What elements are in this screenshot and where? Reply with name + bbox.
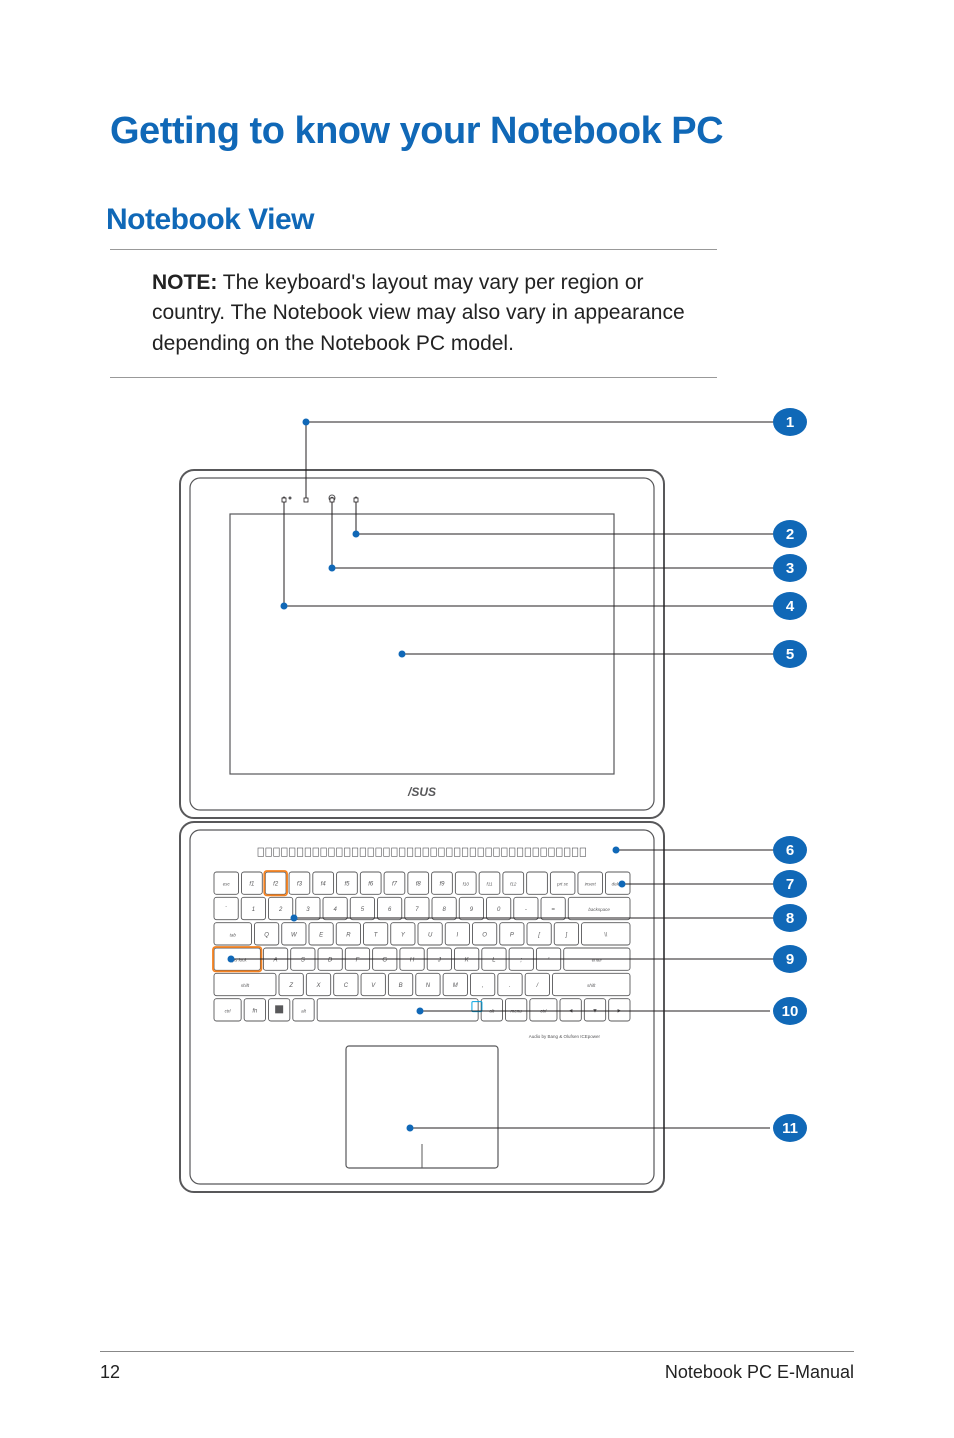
- svg-text:]: ]: [565, 933, 568, 939]
- svg-text:Z: Z: [288, 983, 293, 989]
- svg-text:C: C: [344, 983, 349, 989]
- svg-text:shift: shift: [241, 983, 250, 988]
- svg-text:2: 2: [278, 907, 283, 913]
- svg-text:f1: f1: [249, 882, 254, 888]
- svg-text:11: 11: [782, 1120, 798, 1137]
- svg-text:f5: f5: [344, 882, 350, 888]
- svg-text:N: N: [426, 983, 431, 989]
- svg-text:R: R: [346, 933, 351, 939]
- svg-text:B: B: [399, 983, 403, 989]
- svg-text:f10: f10: [463, 882, 470, 887]
- svg-text:esc: esc: [223, 882, 231, 887]
- svg-text:enter: enter: [592, 958, 603, 963]
- svg-text:Q: Q: [264, 933, 269, 939]
- svg-text:Audio by Bang & Olufsen ICEpow: Audio by Bang & Olufsen ICEpower: [529, 1034, 601, 1039]
- svg-text:fn: fn: [252, 1009, 258, 1015]
- svg-text:,: ,: [482, 983, 484, 989]
- section-title: Notebook View: [106, 203, 854, 237]
- svg-text:prt sc: prt sc: [556, 882, 569, 887]
- svg-text:=: =: [551, 907, 555, 913]
- svg-text:\\: \\: [604, 933, 608, 939]
- footer-text: Notebook PC E-Manual: [665, 1362, 854, 1383]
- note-box: NOTE: The keyboard's layout may vary per…: [110, 249, 717, 378]
- footer: 12 Notebook PC E-Manual: [100, 1351, 854, 1383]
- svg-text:8: 8: [786, 910, 794, 927]
- svg-text:U: U: [428, 933, 433, 939]
- svg-text:ctrl: ctrl: [225, 1009, 232, 1014]
- svg-text:backspace: backspace: [588, 907, 610, 912]
- svg-text:-: -: [525, 907, 527, 913]
- svg-text:9: 9: [786, 951, 794, 968]
- note-label: NOTE:: [152, 271, 217, 294]
- svg-text:`: `: [225, 907, 227, 913]
- svg-text:3: 3: [786, 560, 794, 577]
- svg-text:f8: f8: [416, 882, 422, 888]
- svg-text:2: 2: [786, 526, 794, 543]
- svg-text:insert: insert: [585, 882, 597, 887]
- svg-text:M: M: [453, 983, 458, 989]
- page-title: Getting to know your Notebook PC: [110, 110, 854, 153]
- svg-text:f2: f2: [273, 882, 279, 888]
- svg-text:f4: f4: [321, 882, 327, 888]
- svg-text:O: O: [482, 933, 487, 939]
- svg-text:7: 7: [786, 876, 794, 893]
- svg-text:/SUS: /SUS: [407, 785, 436, 799]
- svg-text:10: 10: [782, 1003, 799, 1020]
- svg-text:5: 5: [786, 646, 794, 663]
- svg-text:shift: shift: [587, 983, 596, 988]
- svg-text:tab: tab: [230, 933, 237, 938]
- svg-text:f9: f9: [439, 882, 445, 888]
- svg-text:f7: f7: [392, 882, 398, 888]
- svg-text:win: win: [276, 1009, 283, 1014]
- svg-text:P: P: [510, 933, 514, 939]
- svg-text:1: 1: [786, 414, 794, 431]
- svg-text:f12: f12: [510, 882, 517, 887]
- svg-text:f3: f3: [297, 882, 303, 888]
- svg-text:f6: f6: [368, 882, 374, 888]
- svg-text:6: 6: [786, 842, 794, 859]
- svg-text:4: 4: [786, 598, 795, 615]
- note-text: The keyboard's layout may vary per regio…: [152, 271, 685, 355]
- svg-text:.: .: [509, 983, 511, 989]
- svg-text:alt: alt: [301, 1009, 307, 1014]
- laptop-diagram: /SUS esc f1 f2 f3 f4 f5 f6 f7 f8 f9 f10 f11 f12 prt sc…: [140, 408, 820, 1208]
- page-number: 12: [100, 1362, 120, 1383]
- svg-text:f11: f11: [487, 882, 493, 887]
- svg-text:1: 1: [252, 907, 255, 913]
